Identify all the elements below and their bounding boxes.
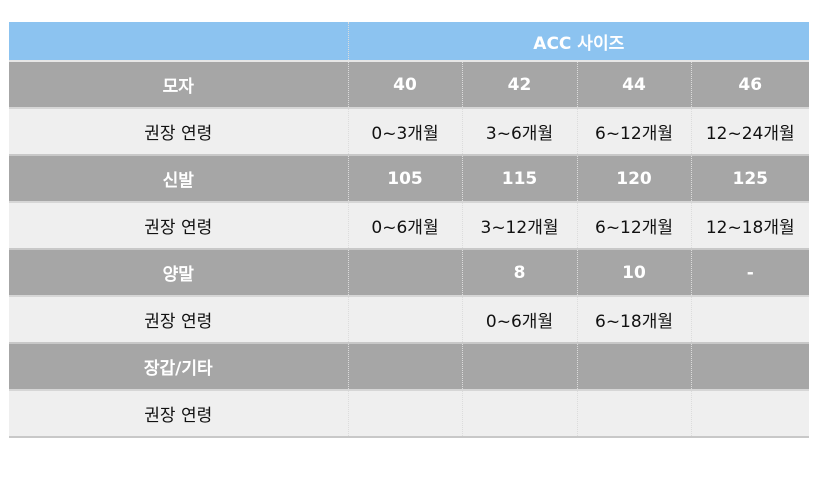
- category-row: 모자 40 42 44 46: [9, 61, 810, 109]
- size-cell: 3~6개월: [462, 108, 578, 156]
- size-cell: [348, 296, 463, 344]
- size-cell: [577, 343, 692, 391]
- category-row: 신발 105 115 120 125: [9, 155, 810, 203]
- size-cell: 125: [691, 155, 810, 203]
- table-title: ACC 사이즈: [348, 22, 810, 62]
- size-cell: 8: [462, 249, 578, 297]
- size-cell: [691, 343, 810, 391]
- row-label: 권장 연령: [9, 108, 349, 156]
- size-cell: 40: [348, 61, 463, 109]
- size-cell: 120: [577, 155, 692, 203]
- size-cell: 44: [577, 61, 692, 109]
- title-spacer: [9, 22, 349, 62]
- row-label: 장갑/기타: [9, 343, 349, 391]
- category-row: 장갑/기타: [9, 343, 810, 391]
- size-cell: 46: [691, 61, 810, 109]
- size-cell: 105: [348, 155, 463, 203]
- size-cell: [348, 343, 463, 391]
- size-cell: 3~12개월: [462, 202, 578, 250]
- size-cell: 42: [462, 61, 578, 109]
- size-cell: [348, 249, 463, 297]
- size-cell: 12~18개월: [691, 202, 810, 250]
- size-cell: 6~18개월: [577, 296, 692, 344]
- size-cell: [348, 390, 463, 438]
- size-cell: 0~6개월: [462, 296, 578, 344]
- row-label: 신발: [9, 155, 349, 203]
- size-cell: 0~3개월: [348, 108, 463, 156]
- age-row: 권장 연령 0~3개월 3~6개월 6~12개월 12~24개월: [9, 108, 810, 156]
- size-cell: [691, 296, 810, 344]
- size-cell: [462, 343, 578, 391]
- row-label: 양말: [9, 249, 349, 297]
- table-title-row: ACC 사이즈: [9, 22, 810, 62]
- size-cell: 6~12개월: [577, 202, 692, 250]
- size-cell: -: [691, 249, 810, 297]
- row-label: 권장 연령: [9, 202, 349, 250]
- age-row: 권장 연령 0~6개월 6~18개월: [9, 296, 810, 344]
- row-label: 권장 연령: [9, 296, 349, 344]
- row-label: 권장 연령: [9, 390, 349, 438]
- size-cell: 12~24개월: [691, 108, 810, 156]
- size-cell: [691, 390, 810, 438]
- size-cell: 6~12개월: [577, 108, 692, 156]
- size-cell: 0~6개월: [348, 202, 463, 250]
- category-row: 양말 8 10-: [9, 249, 810, 297]
- age-row: 권장 연령 0~6개월 3~12개월 6~12개월 12~18개월: [9, 202, 810, 250]
- acc-size-table: ACC 사이즈 모자 40 42 44 46 권장 연령 0~3개월 3~6개월 6~12개월 1…: [9, 22, 810, 438]
- age-row: 권장 연령: [9, 390, 810, 438]
- size-cell: 10: [577, 249, 692, 297]
- size-cell: [462, 390, 578, 438]
- size-cell: 115: [462, 155, 578, 203]
- row-label: 모자: [9, 61, 349, 109]
- size-cell: [577, 390, 692, 438]
